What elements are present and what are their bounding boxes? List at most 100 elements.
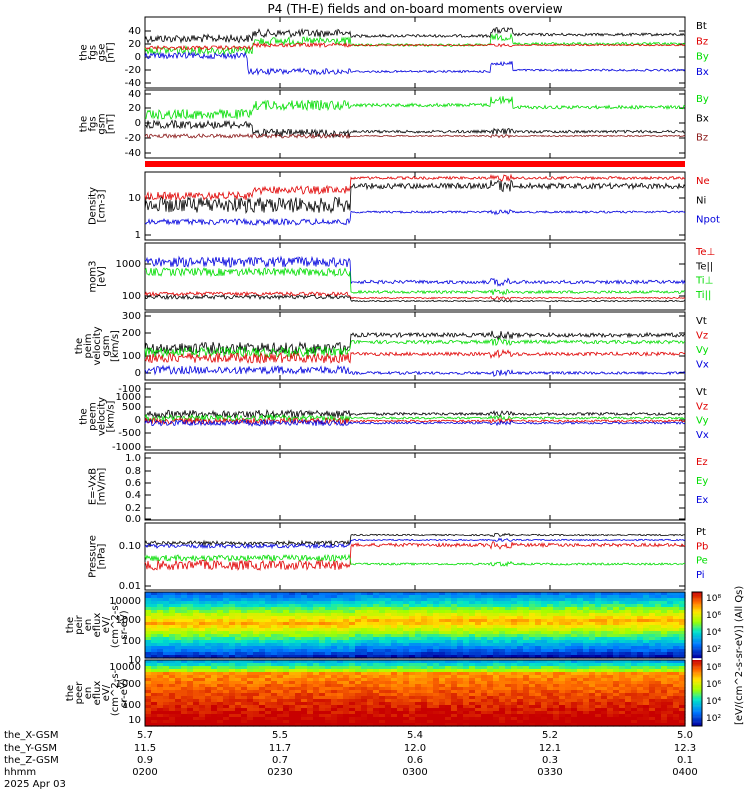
- heatmap-cell: [211, 717, 218, 721]
- heatmap-cell: [655, 622, 662, 626]
- heatmap-cell: [343, 649, 350, 653]
- heatmap-cell: [529, 669, 536, 673]
- heatmap-cell: [187, 687, 194, 691]
- heatmap-cell: [169, 660, 176, 664]
- heatmap-cell: [535, 690, 542, 694]
- heatmap-cell: [583, 690, 590, 694]
- heatmap-cell: [481, 649, 488, 653]
- heatmap-cell: [463, 637, 470, 641]
- heatmap-cell: [493, 660, 500, 664]
- heatmap-cell: [385, 723, 392, 727]
- heatmap-cell: [595, 643, 602, 647]
- heatmap-cell: [307, 684, 314, 688]
- heatmap-cell: [595, 663, 602, 667]
- heatmap-cell: [523, 637, 530, 641]
- heatmap-cell: [655, 628, 662, 632]
- heatmap-cell: [229, 711, 236, 715]
- heatmap-cell: [625, 669, 632, 673]
- heatmap-cell: [421, 622, 428, 626]
- heatmap-cell: [607, 711, 614, 715]
- heatmap-cell: [679, 634, 686, 638]
- heatmap-cell: [253, 640, 260, 644]
- heatmap-cell: [349, 699, 356, 703]
- heatmap-cell: [469, 684, 476, 688]
- heatmap-cell: [541, 663, 548, 667]
- heatmap-cell: [163, 604, 170, 608]
- heatmap-cell: [457, 613, 464, 617]
- heatmap-cell: [607, 705, 614, 709]
- heatmap-cell: [337, 652, 344, 656]
- heatmap-cell: [259, 684, 266, 688]
- heatmap-cell: [601, 610, 608, 614]
- ylabel-line: peem: [88, 402, 99, 430]
- heatmap-cell: [391, 655, 398, 659]
- heatmap-cell: [367, 669, 374, 673]
- heatmap-cell: [223, 643, 230, 647]
- heatmap-cell: [643, 622, 650, 626]
- heatmap-cell: [601, 601, 608, 605]
- heatmap-cell: [427, 610, 434, 614]
- heatmap-cell: [505, 652, 512, 656]
- heatmap-cell: [499, 592, 506, 596]
- heatmap-cell: [337, 714, 344, 718]
- heatmap-cell: [541, 619, 548, 623]
- heatmap-cell: [433, 705, 440, 709]
- heatmap-cell: [649, 613, 656, 617]
- heatmap-cell: [673, 711, 680, 715]
- heatmap-cell: [409, 616, 416, 620]
- heatmap-cell: [427, 669, 434, 673]
- heatmap-cell: [349, 613, 356, 617]
- heatmap-cell: [475, 643, 482, 647]
- heatmap-cell: [217, 655, 224, 659]
- heatmap-cell: [301, 622, 308, 626]
- heatmap-cell: [331, 592, 338, 596]
- heatmap-cell: [559, 640, 566, 644]
- heatmap-cell: [277, 607, 284, 611]
- heatmap-cell: [415, 720, 422, 724]
- heatmap-cell: [157, 625, 164, 629]
- heatmap-cell: [379, 637, 386, 641]
- heatmap-cell: [463, 640, 470, 644]
- heatmap-cell: [145, 705, 152, 709]
- legend-fgs-By: By: [696, 52, 709, 63]
- heatmap-cell: [451, 675, 458, 679]
- heatmap-cell: [397, 637, 404, 641]
- heatmap-cell: [481, 702, 488, 706]
- heatmap-cell: [427, 699, 434, 703]
- heatmap-cell: [547, 610, 554, 614]
- heatmap-cell: [193, 628, 200, 632]
- heatmap-cell: [577, 696, 584, 700]
- heatmap-cell: [409, 652, 416, 656]
- heatmap-cell: [229, 660, 236, 664]
- heatmap-cell: [469, 672, 476, 676]
- heatmap-cell: [205, 607, 212, 611]
- heatmap-cell: [295, 631, 302, 635]
- heatmap-cell: [643, 723, 650, 727]
- heatmap-cell: [301, 678, 308, 682]
- heatmap-cell: [481, 595, 488, 599]
- colorbar-step: [692, 617, 702, 619]
- heatmap-cell: [163, 595, 170, 599]
- heatmap-cell: [553, 637, 560, 641]
- heatmap-cell: [613, 634, 620, 638]
- heatmap-cell: [331, 663, 338, 667]
- heatmap-cell: [313, 699, 320, 703]
- heatmap-cell: [421, 717, 428, 721]
- heatmap-cell: [661, 693, 668, 697]
- heatmap-cell: [613, 723, 620, 727]
- heatmap-cell: [325, 607, 332, 611]
- heatmap-cell: [577, 711, 584, 715]
- heatmap-cell: [529, 681, 536, 685]
- heatmap-cell: [163, 708, 170, 712]
- heatmap-cell: [511, 696, 518, 700]
- heatmap-cell: [595, 607, 602, 611]
- heatmap-cell: [571, 598, 578, 602]
- heatmap-cell: [385, 601, 392, 605]
- heatmap-cell: [469, 646, 476, 650]
- heatmap-cell: [631, 687, 638, 691]
- heatmap-cell: [151, 714, 158, 718]
- heatmap-cell: [211, 619, 218, 623]
- heatmap-cell: [571, 604, 578, 608]
- ytick-label: 0.4: [125, 490, 141, 501]
- heatmap-cell: [217, 628, 224, 632]
